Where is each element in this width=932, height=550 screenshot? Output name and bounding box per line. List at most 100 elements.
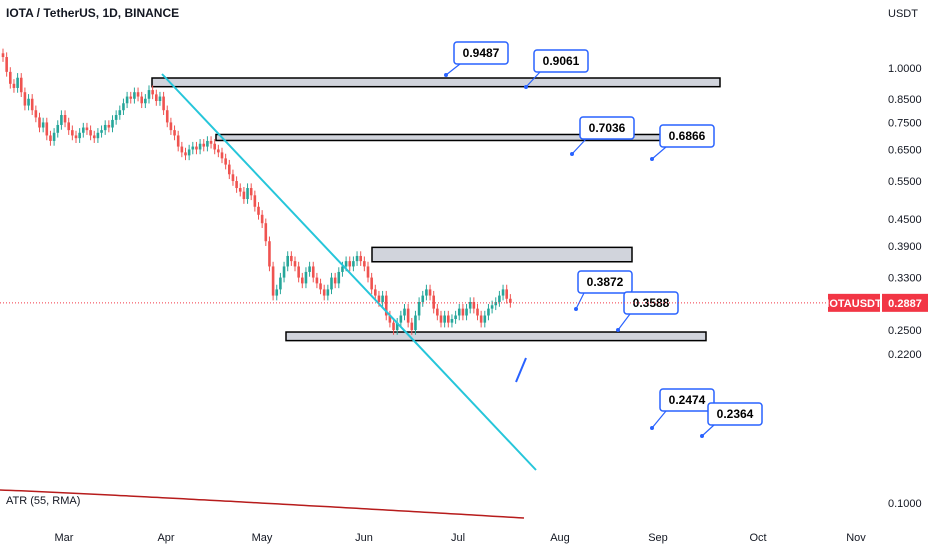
callout-pointer: [617, 313, 631, 331]
candle-body: [85, 127, 89, 131]
candle-body: [162, 96, 165, 111]
candle-body: [27, 98, 30, 106]
candle-body: [421, 295, 425, 302]
candle-body: [45, 122, 49, 136]
candle-body: [297, 266, 300, 278]
candle-body: [12, 83, 16, 88]
y-tick-label: 0.6500: [888, 144, 922, 156]
candle-body: [366, 266, 370, 278]
candle-body: [344, 261, 348, 267]
candle-body: [30, 98, 34, 111]
candle-body: [304, 271, 308, 284]
candle-body: [457, 308, 461, 316]
candle-body: [187, 149, 191, 156]
candle-body: [443, 315, 446, 323]
candle-body: [498, 295, 501, 302]
candle-body: [169, 122, 173, 131]
candle-body: [472, 301, 476, 309]
candle-body: [450, 319, 454, 323]
candle-body: [392, 322, 395, 331]
candle-body: [125, 96, 129, 104]
candle-body: [133, 92, 136, 99]
candle-body: [352, 261, 355, 267]
callout-anchor: [616, 328, 620, 332]
candle-body: [432, 295, 435, 309]
callout-box: [533, 49, 589, 73]
candle-body: [337, 271, 341, 284]
candle-body: [89, 130, 92, 136]
candle-body: [5, 57, 8, 72]
candle-body: [220, 152, 224, 159]
candle-body: [315, 277, 319, 284]
candle-body: [395, 322, 399, 331]
candle-body: [326, 289, 330, 296]
callout-pointer: [525, 71, 541, 88]
candle-body: [279, 277, 282, 290]
candle-body: [355, 255, 359, 262]
x-tick-label: May: [252, 532, 273, 544]
candle-body: [461, 308, 465, 316]
candle-body: [286, 255, 289, 267]
callout-pointer: [701, 424, 715, 437]
callout-pointer: [445, 63, 461, 76]
candle-body: [67, 122, 70, 131]
candle-body: [1, 53, 5, 58]
candle-body: [341, 266, 344, 272]
candle-body: [202, 143, 206, 147]
candle-body: [454, 315, 457, 320]
candle-body: [103, 124, 107, 131]
callout-label: 0.6866: [669, 129, 706, 143]
candle-body: [206, 140, 209, 147]
candle-body: [425, 289, 428, 296]
y-tick-label: 0.2500: [888, 325, 922, 337]
candle-body: [403, 308, 406, 316]
candle-body: [468, 301, 472, 309]
callout-anchor: [574, 307, 578, 311]
candle-body: [505, 289, 508, 299]
candle-body: [180, 146, 184, 153]
candle-body: [494, 301, 498, 306]
atr-layer: [0, 489, 525, 519]
candle-body: [476, 308, 479, 316]
callout-box: [579, 116, 635, 140]
callouts-layer: 0.94870.90610.70360.68660.38720.35880.24…: [444, 41, 763, 438]
candle-body: [381, 295, 384, 302]
candle-body: [388, 315, 392, 323]
callout-pointer: [571, 138, 587, 155]
candle-body: [501, 289, 505, 296]
candle-body: [78, 132, 81, 139]
candle-body: [173, 130, 176, 136]
candle-body: [16, 77, 19, 88]
candle-body: [348, 261, 352, 267]
candle-body: [82, 127, 85, 133]
candle-body: [19, 77, 23, 93]
candle-body: [63, 115, 67, 123]
candle-body: [165, 110, 169, 123]
candle-body: [282, 266, 286, 278]
callout-anchor: [524, 85, 528, 89]
chart-title: IOTA / TetherUS, 1D, BINANCE: [6, 6, 179, 20]
candle-body: [363, 261, 366, 267]
x-tick-label: Nov: [846, 532, 866, 544]
x-tick-label: Aug: [550, 532, 570, 544]
candle-body: [417, 301, 421, 316]
callout-label: 0.3872: [587, 275, 624, 289]
callout-box: [707, 402, 763, 426]
candle-body: [224, 158, 227, 165]
candle-body: [235, 181, 238, 189]
candle-body: [384, 295, 388, 316]
candle-body: [129, 96, 133, 99]
candle-body: [114, 115, 118, 120]
callout-pointer: [575, 292, 585, 310]
candle-body: [107, 124, 111, 128]
y-tick-label: 0.2200: [888, 349, 922, 361]
callout-box: [577, 270, 633, 294]
candle-body: [374, 289, 377, 296]
y-axis-unit: USDT: [888, 8, 918, 20]
candle-body: [490, 305, 494, 309]
candle-body: [271, 266, 275, 296]
callout-label: 0.2364: [717, 407, 754, 421]
y-tick-label: 0.5500: [888, 176, 922, 188]
callout-label: 0.9487: [463, 46, 500, 60]
